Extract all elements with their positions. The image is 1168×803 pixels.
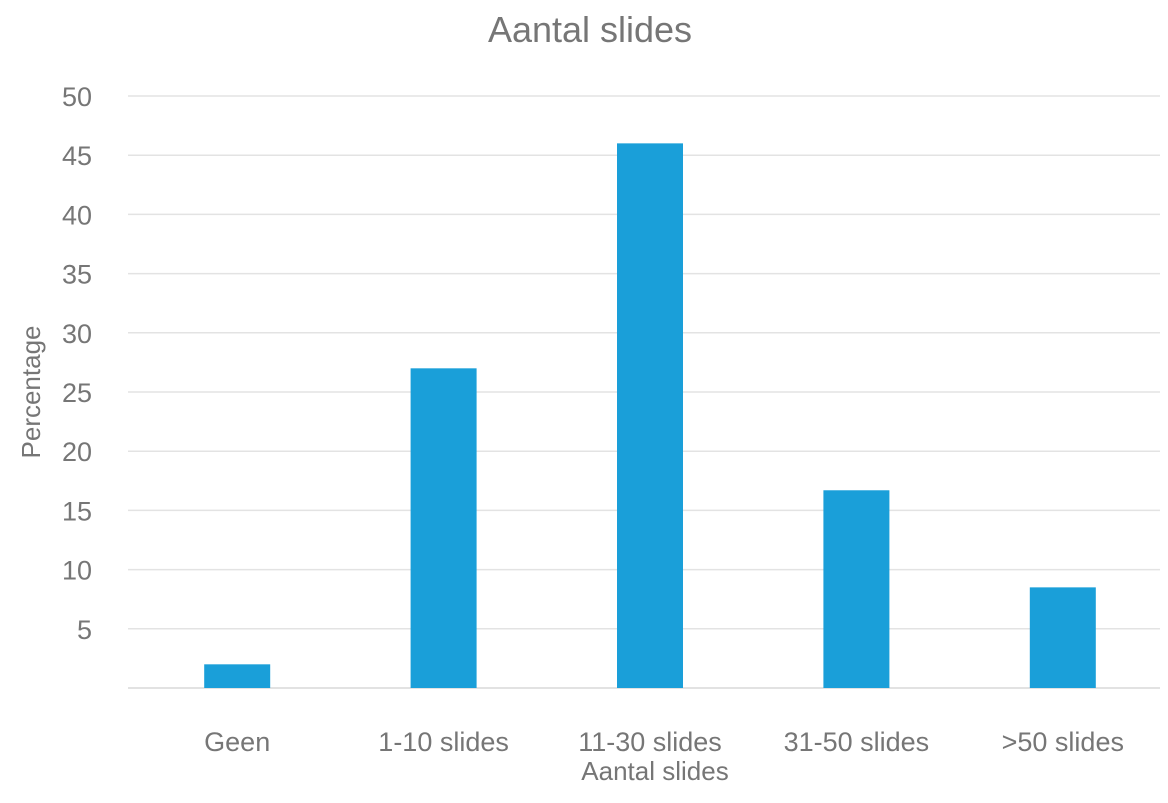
- y-tick-label: 45: [62, 141, 92, 171]
- x-tick-label: 31-50 slides: [784, 727, 930, 757]
- bar-1-10-slides: [410, 368, 477, 688]
- x-tick-label: >50 slides: [1002, 727, 1124, 757]
- x-tick-label: 11-30 slides: [578, 727, 722, 757]
- y-tick-label: 50: [62, 82, 92, 112]
- y-tick-label: 40: [62, 200, 92, 230]
- bar-31-50-slides: [823, 490, 890, 688]
- x-tick-label: 1-10 slides: [378, 727, 509, 757]
- chart-title: Aantal slides: [488, 9, 692, 50]
- x-tick-label: Geen: [204, 727, 270, 757]
- y-tick-label: 5: [77, 615, 92, 645]
- bar-geen: [204, 664, 271, 688]
- x-axis-label: Aantal slides: [581, 756, 728, 786]
- y-tick-label: 35: [62, 260, 92, 290]
- y-tick-label: 20: [62, 437, 92, 467]
- y-tick-label: 25: [62, 378, 92, 408]
- bar-50-slides: [1029, 587, 1096, 688]
- y-tick-label: 15: [62, 496, 92, 526]
- y-tick-label: 10: [62, 556, 92, 586]
- bar-11-30-slides: [617, 143, 683, 689]
- bars: [204, 143, 1096, 689]
- x-tick-labels: Geen 1-10 slides 11-30 slides 31-50 slides >…: [204, 727, 1124, 757]
- y-tick-label: 30: [62, 319, 92, 349]
- y-tick-labels: 5 10 15 20 25 30 35 40 45 50: [62, 82, 92, 645]
- y-axis-label: Percentage: [16, 326, 46, 459]
